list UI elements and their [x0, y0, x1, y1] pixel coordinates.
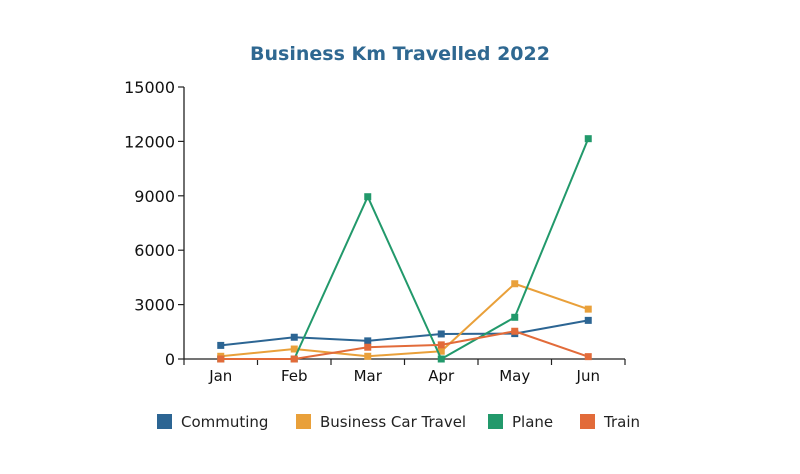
data-point [511, 327, 519, 335]
series-commuting [217, 316, 592, 349]
series-line [220, 330, 589, 360]
legend-swatch [296, 414, 311, 429]
data-point [437, 341, 445, 349]
data-point [217, 341, 225, 349]
y-tick-label: 15000 [124, 78, 175, 97]
y-tick-label: 12000 [124, 132, 175, 151]
series-line [220, 138, 590, 360]
x-tick-label: Mar [354, 367, 383, 385]
legend-item: Business Car Travel [296, 413, 466, 431]
legend-swatch [488, 414, 503, 429]
legend-item: Train [580, 413, 640, 431]
x-tick-label: Jan [208, 367, 232, 385]
data-point [217, 355, 225, 363]
data-point [511, 313, 519, 321]
data-point [584, 305, 592, 313]
data-point [364, 337, 372, 345]
data-point [437, 330, 445, 338]
data-point [584, 316, 592, 324]
legend-item: Commuting [157, 413, 268, 431]
y-tick-label: 9000 [134, 187, 175, 206]
legend-swatch [157, 414, 172, 429]
y-tick-label: 0 [165, 350, 175, 369]
data-point [437, 355, 445, 363]
legend-label: Commuting [181, 413, 268, 431]
data-point [437, 347, 445, 355]
y-tick-label: 3000 [134, 296, 175, 315]
data-point [584, 353, 592, 361]
x-tick-label: Jun [576, 367, 600, 385]
series-plane [217, 135, 592, 363]
x-tick-label: Feb [281, 367, 308, 385]
chart-title: Business Km Travelled 2022 [250, 43, 550, 65]
data-point [290, 355, 298, 363]
data-point [364, 193, 372, 201]
data-point [364, 352, 372, 360]
data-point [290, 333, 298, 341]
legend-label: Plane [512, 413, 553, 431]
legend-label: Train [603, 413, 640, 431]
y-tick-label: 6000 [134, 241, 175, 260]
data-point [290, 345, 298, 353]
series-business-car-travel [217, 280, 592, 360]
series-line [220, 319, 589, 347]
x-tick-label: May [499, 367, 530, 385]
legend-swatch [580, 414, 595, 429]
x-tick-label: Apr [428, 367, 455, 385]
legend: Commuting Business Car Travel Plane Train [157, 413, 640, 431]
series-train [217, 327, 592, 363]
data-point [364, 343, 372, 351]
data-point [511, 280, 519, 288]
data-point [584, 135, 592, 143]
legend-item: Plane [488, 413, 553, 431]
series-layer [217, 135, 592, 363]
axes: 0 3000 6000 9000 12000 15000 Jan Feb Mar Apr May Ju… [124, 78, 626, 385]
legend-label: Business Car Travel [320, 413, 466, 431]
